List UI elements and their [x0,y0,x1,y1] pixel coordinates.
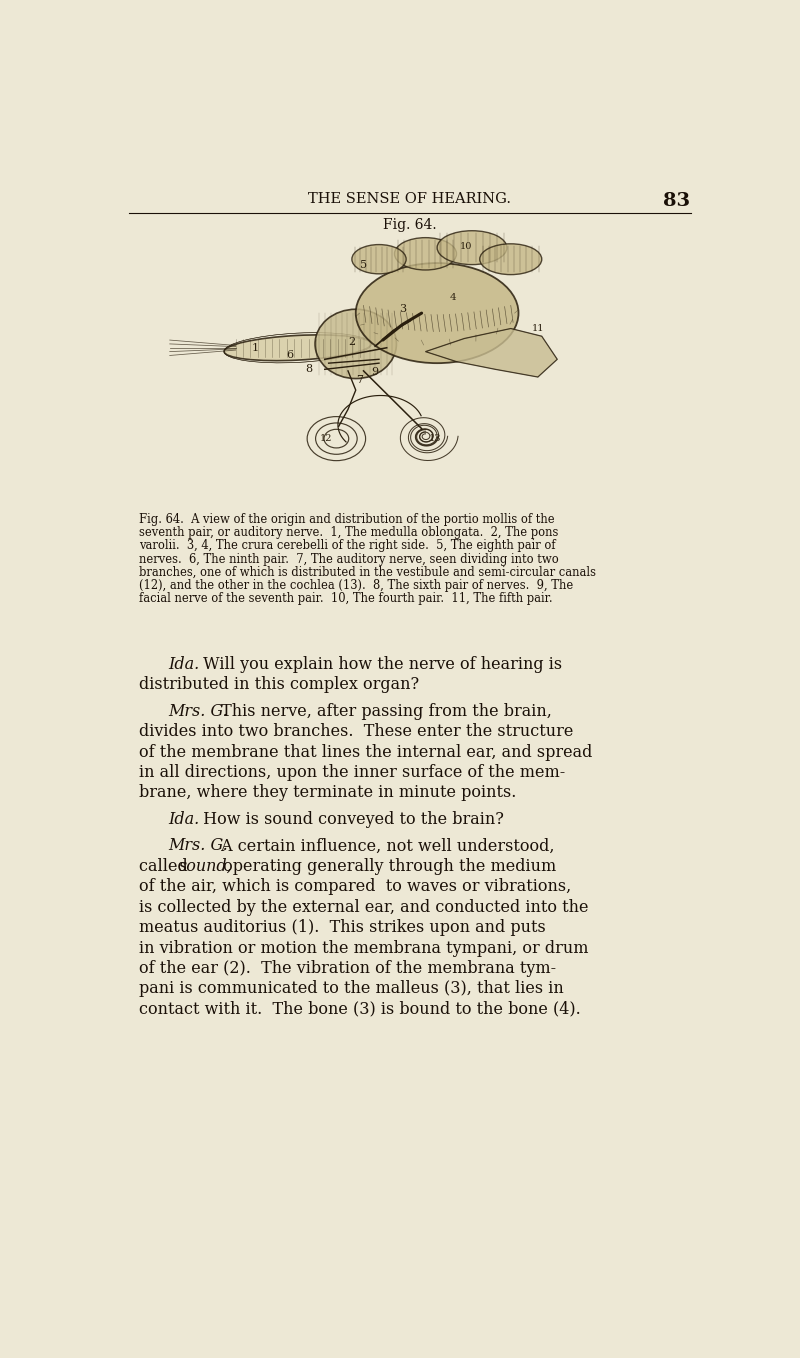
Text: in vibration or motion the membrana tympani, or drum: in vibration or motion the membrana tymp… [138,940,588,956]
Text: seventh pair, or auditory nerve.  1, The medulla oblongata.  2, The pons: seventh pair, or auditory nerve. 1, The … [138,527,558,539]
Text: varolii.  3, 4, The crura cerebelli of the right side.  5, The eighth pair of: varolii. 3, 4, The crura cerebelli of th… [138,539,555,553]
Text: 4: 4 [450,293,456,303]
Text: is collected by the external ear, and conducted into the: is collected by the external ear, and co… [138,899,588,915]
Text: 12: 12 [320,435,333,443]
Text: sound,: sound, [179,858,233,875]
Text: Fig. 64.: Fig. 64. [383,219,437,232]
Text: of the ear (2).  The vibration of the membrana tym-: of the ear (2). The vibration of the mem… [138,960,556,976]
Text: distributed in this complex organ?: distributed in this complex organ? [138,676,419,693]
Text: 1: 1 [251,342,258,353]
Text: contact with it.  The bone (3) is bound to the bone (4).: contact with it. The bone (3) is bound t… [138,1001,581,1017]
Text: Ida.: Ida. [168,811,199,828]
Text: Mrs. G.: Mrs. G. [168,838,228,854]
Ellipse shape [480,244,542,274]
Text: 8: 8 [306,364,313,375]
Text: (12), and the other in the cochlea (13).  8, The sixth pair of nerves.  9, The: (12), and the other in the cochlea (13).… [138,579,573,592]
Text: 11: 11 [532,325,544,333]
Text: A certain influence, not well understood,: A certain influence, not well understood… [216,838,554,854]
Ellipse shape [352,244,406,274]
Text: divides into two branches.  These enter the structure: divides into two branches. These enter t… [138,722,573,740]
Text: in all directions, upon the inner surface of the mem-: in all directions, upon the inner surfac… [138,765,565,781]
Text: called: called [138,858,193,875]
Text: Ida.: Ida. [168,656,199,672]
Text: 7: 7 [356,375,363,386]
Text: Will you explain how the nerve of hearing is: Will you explain how the nerve of hearin… [198,656,562,672]
Text: meatus auditorius (1).  This strikes upon and puts: meatus auditorius (1). This strikes upon… [138,919,546,936]
Text: of the air, which is compared  to waves or vibrations,: of the air, which is compared to waves o… [138,879,571,895]
Text: brane, where they terminate in minute points.: brane, where they terminate in minute po… [138,785,516,801]
Text: How is sound conveyed to the brain?: How is sound conveyed to the brain? [198,811,503,828]
Text: 9: 9 [371,368,378,378]
Text: 10: 10 [460,242,472,251]
Text: 3: 3 [398,304,406,314]
Ellipse shape [356,263,518,363]
Ellipse shape [224,335,371,361]
Text: operating generally through the medium: operating generally through the medium [218,858,556,875]
Text: 2: 2 [348,337,355,346]
Text: THE SENSE OF HEARING.: THE SENSE OF HEARING. [309,193,511,206]
Polygon shape [426,329,558,378]
Ellipse shape [394,238,457,270]
Ellipse shape [437,231,507,265]
Text: 6: 6 [286,350,294,360]
Text: 13: 13 [429,435,441,443]
Text: Mrs. G.: Mrs. G. [168,702,228,720]
Text: 5: 5 [360,259,367,270]
Text: Fig. 64.  A view of the origin and distribution of the portio mollis of the: Fig. 64. A view of the origin and distri… [138,513,554,527]
Text: of the membrane that lines the internal ear, and spread: of the membrane that lines the internal … [138,744,592,760]
Ellipse shape [315,310,397,379]
Text: branches, one of which is distributed in the vestibule and semi-circular canals: branches, one of which is distributed in… [138,566,596,579]
Text: pani is communicated to the malleus (3), that lies in: pani is communicated to the malleus (3),… [138,980,563,997]
Text: This nerve, after passing from the brain,: This nerve, after passing from the brain… [216,702,552,720]
Text: 83: 83 [663,193,690,210]
Text: nerves.  6, The ninth pair.  7, The auditory nerve, seen dividing into two: nerves. 6, The ninth pair. 7, The audito… [138,553,558,565]
Text: facial nerve of the seventh pair.  10, The fourth pair.  11, The fifth pair.: facial nerve of the seventh pair. 10, Th… [138,592,552,604]
